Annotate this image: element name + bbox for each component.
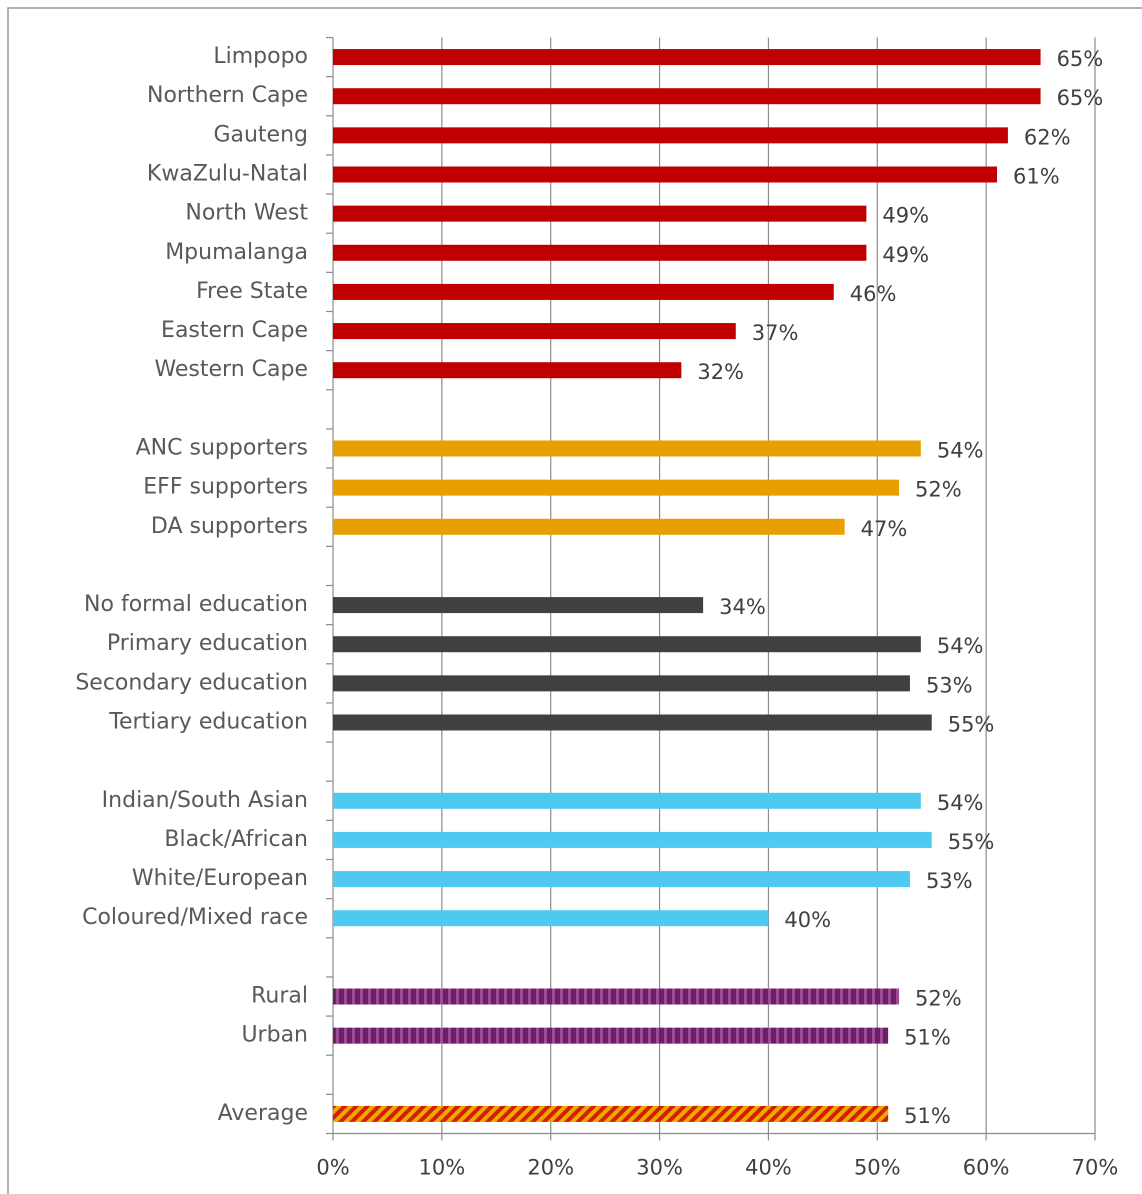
y-tick-label: Western Cape [154, 357, 308, 382]
bar [333, 636, 921, 653]
x-tick-label: 20% [527, 1156, 574, 1180]
y-tick-label: EFF supporters [143, 475, 308, 500]
y-tick-label: Rural [251, 984, 308, 1009]
bar [333, 1027, 889, 1044]
data-label: 49% [882, 204, 929, 228]
bar [333, 871, 910, 888]
x-tick-label: 60% [963, 1156, 1010, 1180]
y-tick-label: Northern Cape [147, 83, 308, 108]
y-tick-label: Gauteng [213, 122, 308, 147]
x-tick-label: 50% [854, 1156, 901, 1180]
y-tick-label: Tertiary education [108, 710, 308, 735]
bar [333, 792, 921, 809]
bar [333, 127, 1008, 144]
bar [333, 323, 736, 340]
data-label: 51% [904, 1026, 951, 1050]
y-tick-label: Indian/South Asian [102, 788, 308, 813]
y-tick-label: DA supporters [151, 514, 308, 539]
bar [333, 88, 1041, 105]
y-tick-label: Limpopo [213, 44, 308, 69]
x-tick-label: 10% [419, 1156, 466, 1180]
data-label: 49% [882, 243, 929, 267]
frame [7, 7, 1142, 1194]
data-label: 65% [1057, 86, 1104, 110]
data-label: 55% [948, 713, 995, 737]
data-label: 62% [1024, 125, 1071, 149]
bar [333, 440, 921, 457]
data-label: 54% [937, 791, 984, 815]
bar [333, 1105, 889, 1122]
y-tick-label: Urban [241, 1023, 308, 1048]
data-label: 65% [1057, 47, 1104, 71]
data-label: 47% [861, 517, 908, 541]
data-label: 61% [1013, 165, 1060, 189]
data-label: 34% [719, 595, 766, 619]
x-tick-label: 40% [745, 1156, 792, 1180]
bar [333, 675, 910, 692]
y-tick-label: No formal education [84, 592, 308, 617]
data-label: 40% [784, 908, 831, 932]
y-tick-label: ANC supporters [136, 436, 308, 461]
data-label: 52% [915, 987, 962, 1011]
x-tick-label: 0% [316, 1156, 349, 1180]
bar [333, 479, 900, 496]
bar [333, 283, 834, 300]
data-label: 54% [937, 439, 984, 463]
bar [333, 205, 867, 222]
bar [333, 49, 1041, 66]
bar [333, 518, 845, 535]
bar [333, 714, 932, 731]
data-label: 55% [948, 830, 995, 854]
y-tick-label: Coloured/Mixed race [82, 905, 308, 930]
data-label: 54% [937, 634, 984, 658]
data-label: 52% [915, 478, 962, 502]
y-tick-label: North West [185, 201, 308, 226]
y-tick-label: Secondary education [75, 670, 308, 695]
y-tick-label: Primary education [107, 631, 308, 656]
bar [333, 244, 867, 261]
bar [333, 831, 932, 848]
y-tick-label: KwaZulu-Natal [147, 162, 308, 187]
bar [333, 910, 769, 927]
y-tick-label: Free State [196, 279, 308, 304]
data-label: 37% [752, 321, 799, 345]
bar [333, 597, 704, 614]
bar [333, 166, 998, 183]
data-label: 53% [926, 869, 973, 893]
data-label: 32% [697, 360, 744, 384]
y-tick-label: Average [218, 1101, 308, 1126]
data-label: 46% [850, 282, 897, 306]
y-tick-label: Mpumalanga [165, 240, 308, 265]
y-tick-label: Eastern Cape [161, 318, 308, 343]
bar [333, 362, 682, 379]
y-tick-label: Black/African [164, 827, 308, 852]
y-tick-label: White/European [132, 866, 308, 891]
data-label: 53% [926, 673, 973, 697]
data-label: 51% [904, 1104, 951, 1128]
bar [333, 988, 900, 1005]
x-tick-label: 70% [1072, 1156, 1119, 1180]
x-tick-label: 30% [636, 1156, 683, 1180]
